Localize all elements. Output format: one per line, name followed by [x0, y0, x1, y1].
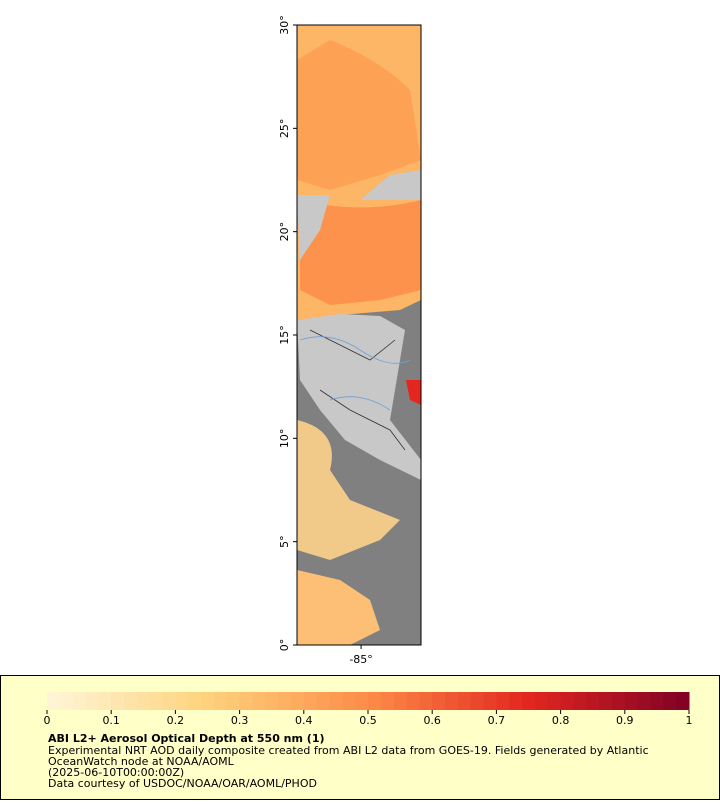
colorbar-swatch — [624, 692, 639, 710]
lat-tick-label: 10° — [278, 429, 291, 449]
colorbar-swatch — [560, 692, 574, 710]
colorbar-swatch — [483, 692, 497, 710]
colorbar-swatch — [124, 692, 138, 710]
colorbar-swatch — [175, 692, 189, 710]
colorbar-swatch — [496, 692, 510, 710]
map-image — [297, 25, 421, 645]
colorbar-swatch — [599, 692, 613, 710]
colorbar-swatch — [85, 692, 99, 710]
lat-tick-label: 20° — [278, 222, 291, 242]
colorbar-swatch — [406, 692, 420, 710]
caption-line: (2025-06-10T00:00:00Z) — [48, 766, 184, 779]
lat-tick-label: 15° — [278, 325, 291, 345]
colorbar-swatch — [457, 692, 472, 710]
colorbar-swatch — [252, 692, 266, 710]
colorbar-swatch — [213, 692, 228, 710]
colorbar-swatch — [573, 692, 587, 710]
colorbar-swatch — [149, 692, 164, 710]
colorbar-tick-label: 0.5 — [359, 714, 377, 727]
colorbar-swatch — [316, 692, 330, 710]
colorbar-swatch — [329, 692, 343, 710]
colorbar-swatch — [47, 692, 61, 710]
lat-tick-label: 25° — [278, 119, 291, 139]
colorbar-swatch — [368, 692, 382, 710]
colorbar-swatch — [650, 692, 664, 710]
caption-line: Experimental NRT AOD daily composite cre… — [48, 744, 649, 757]
lat-tick-label: 5° — [278, 535, 291, 548]
colorbar-swatch — [509, 692, 523, 710]
colorbar-swatch — [239, 692, 253, 710]
colorbar-swatch — [136, 692, 151, 710]
colorbar-tick-label: 0 — [44, 714, 51, 727]
colorbar-swatch — [290, 692, 305, 710]
colorbar-swatch — [226, 692, 241, 710]
colorbar-tick-label: 0.8 — [552, 714, 570, 727]
colorbar-swatch — [342, 692, 356, 710]
lon-tick-label: -85° — [349, 653, 372, 666]
caption-title: ABI L2+ Aerosol Optical Depth at 550 nm … — [48, 732, 325, 745]
colorbar-tick-label: 0.2 — [167, 714, 185, 727]
colorbar-swatch — [663, 692, 677, 710]
colorbar-swatch — [547, 692, 562, 710]
colorbar-tick-label: 0.3 — [231, 714, 249, 727]
colorbar-swatch — [586, 692, 600, 710]
colorbar-swatch — [201, 692, 215, 710]
colorbar-swatch — [98, 692, 112, 710]
colorbar-swatch — [393, 692, 408, 710]
colorbar-tick-label: 0.7 — [488, 714, 506, 727]
colorbar-swatch — [534, 692, 549, 710]
lat-tick-label: 0° — [278, 639, 291, 652]
colorbar-swatch — [522, 692, 536, 710]
colorbar-swatch — [162, 692, 176, 710]
colorbar-tick-label: 0.6 — [423, 714, 441, 727]
colorbar-swatch — [265, 692, 279, 710]
colorbar-tick-label: 0.4 — [295, 714, 313, 727]
colorbar-swatch — [72, 692, 87, 710]
colorbar-tick-label: 0.9 — [616, 714, 634, 727]
colorbar-swatch — [380, 692, 395, 710]
colorbar-swatch — [419, 692, 433, 710]
colorbar-swatch — [611, 692, 626, 710]
colorbar-swatch — [445, 692, 459, 710]
lat-tick-label: 30° — [278, 15, 291, 35]
colorbar-swatch — [676, 692, 690, 710]
caption-line: OceanWatch node at NOAA/AOML — [48, 755, 235, 768]
colorbar-swatch — [303, 692, 318, 710]
colorbar-tick-label: 0.1 — [102, 714, 120, 727]
caption-line: Data courtesy of USDOC/NOAA/OAR/AOML/PHO… — [48, 777, 317, 790]
colorbar-swatch — [432, 692, 446, 710]
colorbar-swatch — [278, 692, 292, 710]
colorbar-tick-label: 1 — [686, 714, 693, 727]
colorbar-swatch — [470, 692, 485, 710]
colorbar-swatch — [59, 692, 74, 710]
colorbar-swatch — [111, 692, 125, 710]
colorbar-swatch — [188, 692, 202, 710]
colorbar-swatch — [637, 692, 651, 710]
colorbar-swatch — [355, 692, 369, 710]
